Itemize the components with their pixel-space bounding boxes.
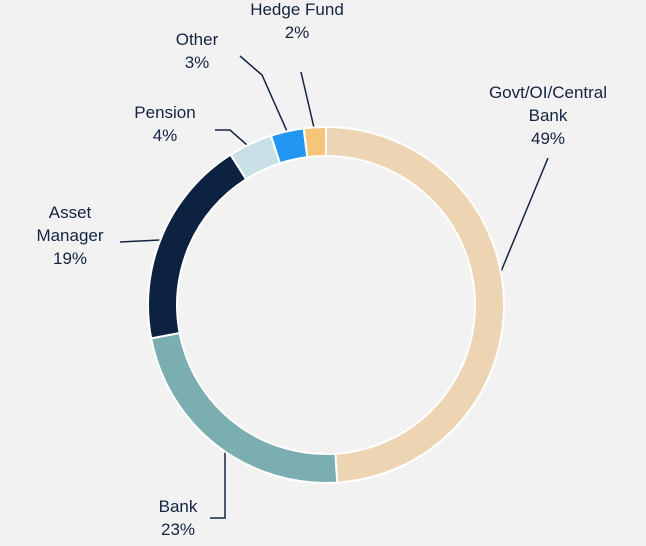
donut-segment [302, 125, 327, 159]
category-label-line: Asset [49, 203, 92, 222]
value-label: 19% [53, 249, 87, 268]
category-label-line: Bank [159, 497, 198, 516]
value-label: 23% [161, 520, 195, 539]
leader-line [119, 239, 161, 243]
leader-line [210, 434, 226, 519]
category-label-line: Other [176, 30, 219, 49]
category-label: Other [176, 30, 219, 49]
leader-line [300, 71, 316, 133]
category-label: Bank [159, 497, 198, 516]
value-label: 3% [185, 53, 210, 72]
leader-line [239, 55, 291, 139]
value-label: 49% [531, 129, 565, 148]
category-label: Hedge Fund [250, 0, 344, 19]
category-label-line: Hedge Fund [250, 0, 344, 19]
value-label: 2% [285, 23, 310, 42]
category-label: Pension [134, 103, 195, 122]
category-label: Asset Manager [36, 203, 103, 245]
category-label: Govt/OI/Central Bank [489, 83, 607, 125]
category-label-line: Bank [529, 106, 568, 125]
category-label-line: Manager [36, 226, 103, 245]
category-label-line: Govt/OI/Central [489, 83, 607, 102]
value-label: 4% [153, 126, 178, 145]
category-label-line: Pension [134, 103, 195, 122]
